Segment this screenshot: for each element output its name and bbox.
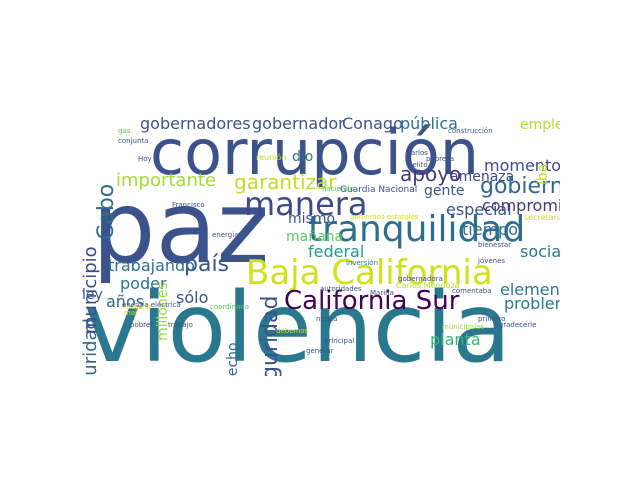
word-jovenes: jóvenes <box>478 257 506 265</box>
word-millones: millones <box>155 282 171 341</box>
word-mismo: mismo <box>288 211 336 227</box>
word-compromiso: compromiso <box>482 196 560 215</box>
word-gobernadora: gobernadora <box>398 275 443 283</box>
word-francisco: Francisco <box>172 201 205 209</box>
word-conago: Conago <box>342 114 403 133</box>
word-principal: principal <box>324 337 355 345</box>
word-delito: delito <box>408 161 428 169</box>
word-gente: gente <box>424 183 465 199</box>
word-municipales: municipales <box>442 323 485 331</box>
word-reunion: reunión <box>256 153 287 162</box>
word-manera: manera <box>244 185 368 223</box>
word-ley: ley <box>82 287 103 303</box>
word-coordinada: coordinada <box>210 303 250 311</box>
word-conjunta: conjunta <box>118 137 149 145</box>
word-cloud: violencia paz corrupción tranquilidad Ba… <box>80 104 560 376</box>
word-debemos: debemos <box>276 327 309 335</box>
word-haciendo: haciendo <box>322 185 354 193</box>
word-materia: materia <box>124 303 152 311</box>
word-gobernador: gobernador <box>252 114 345 133</box>
word-federal: federal <box>308 242 365 261</box>
word-momento: momento <box>484 156 560 175</box>
word-solo: sólo <box>176 288 209 307</box>
word-construccion: construcción <box>448 127 493 135</box>
word-energia: energía <box>212 231 239 239</box>
word-gobernadores: gobernadores <box>140 114 251 133</box>
word-guardia-nacional: Guardia Nacional <box>340 185 418 195</box>
word-poder: poder <box>120 274 167 293</box>
word-problema: problema <box>504 294 560 313</box>
word-manana: mañana <box>286 229 344 245</box>
word-social: social <box>520 242 560 261</box>
word-paz: paz <box>92 169 270 286</box>
word-empleo: empleo <box>520 117 560 133</box>
word-carlos-mendoza: Carlos Mendoza <box>396 281 460 290</box>
word-agradecerle: Agradecerle <box>494 321 537 329</box>
word-publica: pública <box>400 114 458 133</box>
word-pais: país <box>184 252 230 277</box>
word-mal: mal <box>124 309 138 317</box>
word-trabajando: trabajando <box>108 256 195 275</box>
word-trabajo: trabajo <box>168 321 193 329</box>
word-elementos: elementos <box>500 280 560 299</box>
word-anos: años <box>106 292 145 311</box>
word-iba: iba <box>535 163 551 185</box>
word-nunca: nunca <box>316 315 338 323</box>
word-california-sur: California Sur <box>284 286 460 316</box>
word-amenaza: amenaza <box>450 169 515 185</box>
word-planta: planta <box>430 330 481 349</box>
word-pobre: pobre <box>130 321 151 329</box>
word-gobiernos-estatales: gobiernos estatales <box>350 213 419 221</box>
word-generar: generar <box>306 347 334 355</box>
word-dio: dio <box>292 149 314 165</box>
word-tiempo: tiempo <box>462 220 519 239</box>
word-garantizar: garantizar <box>234 170 337 194</box>
word-seguridad: seguridad <box>258 295 283 376</box>
word-violencia: violencia <box>84 272 512 376</box>
word-gobierno: gobierno <box>480 174 560 199</box>
word-importante: importante <box>116 170 217 191</box>
word-tranquilidad: tranquilidad <box>308 209 526 250</box>
word-corrupcion: corrupción <box>150 116 480 189</box>
word-pobreza: pobreza <box>426 155 455 163</box>
word-comentaba: comentaba <box>452 287 492 295</box>
word-autoridades: autoridades <box>320 285 362 293</box>
word-gas: gas <box>118 127 131 135</box>
word-hecho: hecho <box>225 342 241 376</box>
word-bienestar: bienestar <box>478 241 511 249</box>
word-especial: especial <box>446 200 512 219</box>
word-marina: Marina <box>370 289 394 297</box>
word-inversion: inversión <box>346 259 379 267</box>
word-cabo: Cabo <box>94 183 119 240</box>
word-primero: primero <box>478 315 506 323</box>
word-secretaria: secretaria <box>524 213 560 222</box>
word-carlos: Carlos <box>406 149 428 157</box>
word-energia-electrica: energía eléctrica <box>122 301 181 309</box>
word-apoyo: apoyo <box>400 162 462 186</box>
word-hoy: Hoy <box>138 155 152 163</box>
word-baja-california: Baja California <box>246 253 493 293</box>
